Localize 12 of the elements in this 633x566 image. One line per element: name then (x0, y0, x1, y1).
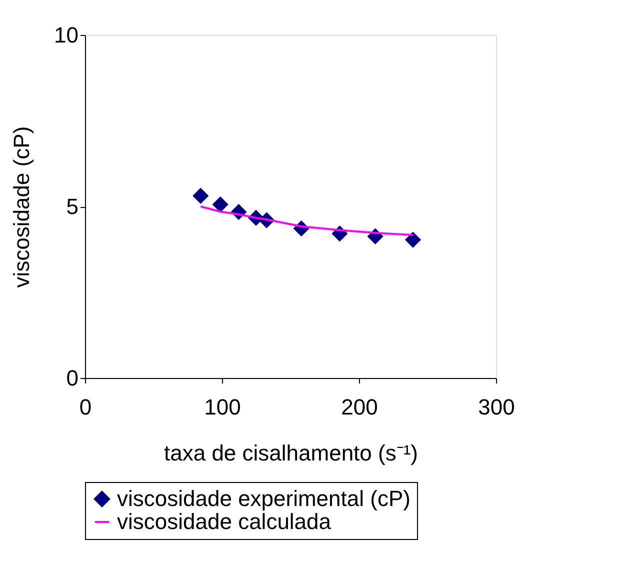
y-tick-label: 10 (54, 22, 78, 48)
y-tick-label: 5 (66, 194, 78, 219)
x-tick-label: 300 (478, 394, 515, 420)
y-axis-title: viscosidade (cP) (9, 126, 34, 288)
point (212, 196, 228, 213)
point (404, 232, 422, 248)
point (192, 188, 209, 204)
legend-label: viscosidade experimental (cP) (117, 486, 410, 511)
x-tick-label: 100 (204, 394, 241, 420)
y-tick-label: 0 (66, 366, 78, 390)
x-tick-label: 200 (341, 394, 378, 420)
x-axis-title: taxa de cisalhamento (s⁻¹) (164, 440, 418, 466)
